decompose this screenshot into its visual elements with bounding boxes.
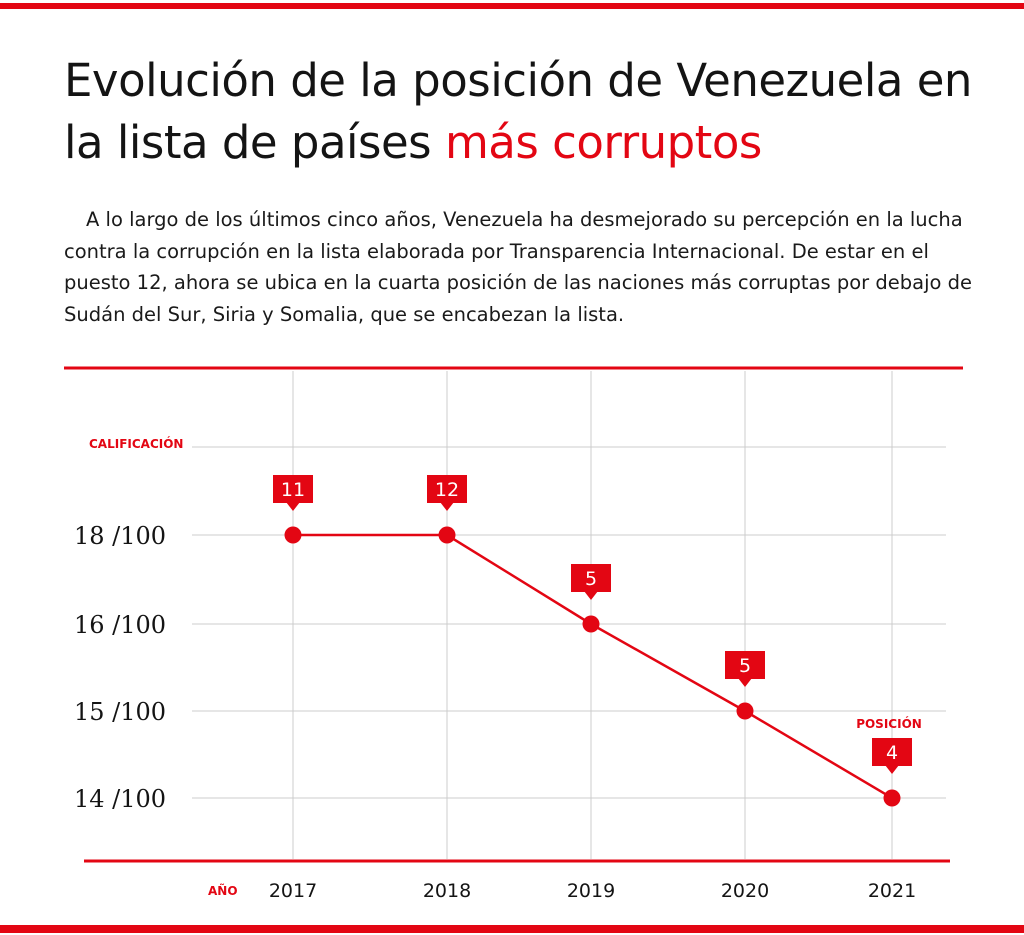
x-tick-label: 2017 xyxy=(269,880,317,902)
data-point xyxy=(736,702,754,720)
data-point xyxy=(582,615,600,633)
y-tick-label: 15 /100 xyxy=(74,698,166,726)
badge-value: 4 xyxy=(886,742,898,764)
data-point xyxy=(883,789,901,807)
x-axis-title: AÑO xyxy=(208,883,238,898)
position-badge: 5 xyxy=(725,651,765,687)
position-badge: 12 xyxy=(427,475,467,511)
badge-pointer xyxy=(738,678,752,687)
position-label: POSICIÓN xyxy=(856,716,922,731)
badge-box xyxy=(872,738,912,766)
data-point xyxy=(438,526,456,544)
badge-value: 12 xyxy=(435,479,459,501)
y-axis-title: CALIFICACIÓN xyxy=(89,436,183,451)
intro-paragraph: A lo largo de los últimos cinco años, Ve… xyxy=(64,208,973,326)
badge-pointer xyxy=(885,765,899,774)
position-badge: 4 xyxy=(872,738,912,774)
badge-value: 11 xyxy=(281,479,305,501)
badge-value: 5 xyxy=(585,568,597,590)
title-accent: más corruptos xyxy=(444,116,762,169)
y-tick-label: 14 /100 xyxy=(74,785,166,813)
position-badge: 11 xyxy=(273,475,313,511)
y-tick-label: 18 /100 xyxy=(74,522,166,550)
bottom-accent-bar xyxy=(0,925,1024,933)
badge-pointer xyxy=(584,591,598,600)
chart-series xyxy=(284,526,901,807)
badge-value: 5 xyxy=(739,655,751,677)
y-axis-labels: 18 /100 16 /100 15 /100 14 /100 xyxy=(74,522,166,813)
chart-grid xyxy=(192,371,946,859)
position-badges: 11 12 5 5 4 xyxy=(273,475,912,774)
badge-box xyxy=(427,475,467,503)
title-main: Evolución de la posición de Venezuela en… xyxy=(64,54,972,169)
x-tick-label: 2020 xyxy=(721,880,769,902)
page-title: Evolución de la posición de Venezuela en… xyxy=(64,50,994,174)
y-tick-label: 16 /100 xyxy=(74,611,166,639)
x-axis-labels: 2017 2018 2019 2020 2021 xyxy=(269,880,916,902)
position-badge: 5 xyxy=(571,564,611,600)
badge-pointer xyxy=(286,502,300,511)
x-tick-label: 2019 xyxy=(567,880,615,902)
badge-box xyxy=(725,651,765,679)
x-tick-label: 2021 xyxy=(868,880,916,902)
badge-pointer xyxy=(440,502,454,511)
chart-frame xyxy=(64,366,963,863)
badge-box xyxy=(273,475,313,503)
top-accent-bar xyxy=(0,3,1024,9)
badge-box xyxy=(571,564,611,592)
x-tick-label: 2018 xyxy=(423,880,471,902)
data-point xyxy=(284,526,302,544)
